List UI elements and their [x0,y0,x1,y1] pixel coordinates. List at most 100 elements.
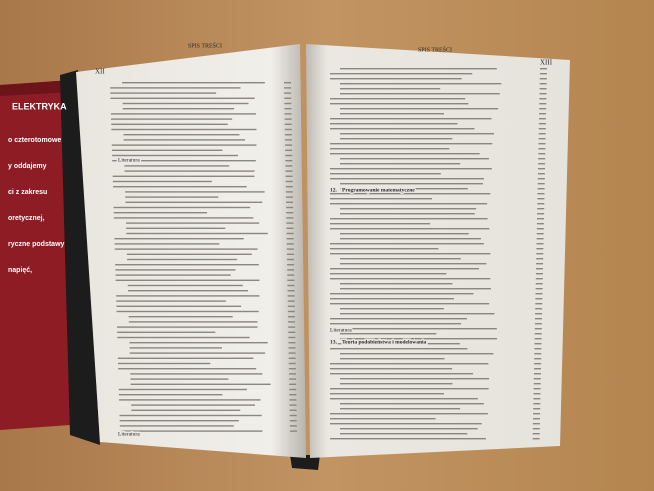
text-line [127,290,249,292]
page-ref [539,118,546,120]
page-ref [288,362,296,365]
text-line [330,103,469,105]
right-page [306,44,570,458]
text-line [340,288,491,290]
page-ref [287,290,295,292]
page-ref [284,87,292,89]
page-ref [288,326,296,328]
page-ref [287,279,295,281]
page-ref [538,143,546,145]
text-line [330,243,484,245]
chapter-title: Programowanie matematyczne [342,187,415,193]
page-ref [285,175,293,177]
text-line [118,388,247,391]
text-line [113,217,254,219]
page-ref [536,238,544,240]
page-ref [285,196,293,198]
text-line [112,154,239,157]
text-line [127,258,238,261]
page-ref [538,123,546,125]
text-line [330,143,493,145]
text-line [340,333,437,335]
text-line [330,223,431,225]
page-ref [533,398,541,400]
page-ref [288,368,296,370]
text-line [330,388,489,390]
page-ref [535,313,543,315]
cover-book [0,80,72,430]
cover-line: o czterotomowe [8,137,61,144]
text-line [340,213,475,215]
page-ref [285,154,293,157]
page-ref [535,293,543,295]
page-ref [534,343,542,345]
page-ref [287,284,295,287]
chapter-number: 13. [330,339,338,345]
text-line [330,373,474,375]
page-ref [284,92,292,94]
page-ref [286,217,294,219]
page-ref [535,318,542,320]
text-line [126,227,226,229]
page-ref [535,273,543,275]
text-line [112,175,255,177]
page-ref [286,243,294,245]
text-line [116,310,259,313]
text-line [330,318,467,320]
page-ref [538,153,546,155]
text-line [110,87,241,89]
page-ref [289,420,297,422]
cover-edge [0,80,72,96]
page-ref [537,213,545,215]
text-line [117,331,216,333]
page-ref [533,403,541,405]
text-line [111,118,233,120]
text-line [110,97,255,99]
text-line [340,358,445,360]
page-ref [536,243,544,245]
text-line [126,222,260,224]
page-ref [288,373,296,375]
text-line [122,82,265,84]
text-line [340,138,453,140]
text-line [119,420,239,422]
left-header: SPIS TREŚCI [188,41,222,49]
text-line [340,378,490,380]
text-line [128,321,258,323]
text-line [340,238,481,240]
page-ref [537,178,545,180]
page-ref [536,263,544,265]
text-line [340,113,445,115]
page-ref [284,134,292,136]
text-line [330,248,439,250]
text-line [330,268,480,270]
text-line [340,188,468,190]
text-line [114,238,244,240]
page-ref [539,73,547,75]
page-ref [538,163,546,165]
page-ref [285,170,293,172]
page-ref [532,428,540,430]
page-ref [538,128,546,130]
cover-line: oretycznej, [8,215,45,222]
text-line [124,170,255,172]
text-line [111,128,257,131]
page-ref [286,206,294,209]
page-ref [533,378,541,380]
page-ref [289,425,297,427]
page-ref [533,383,541,385]
text-line [115,279,260,281]
text-line [110,92,217,94]
page-ref [534,338,542,340]
text-line [118,368,257,370]
page-ref [534,363,542,365]
page-ref [284,128,292,131]
text-line [111,123,228,125]
cover-text: o czterotomowe y oddajemy ci z zakresu oret… [8,137,65,274]
text-line [330,423,482,425]
text-line [340,133,495,135]
page-ref [285,149,293,151]
text-line [112,160,256,162]
text-line [113,206,251,209]
text-line [330,118,492,120]
